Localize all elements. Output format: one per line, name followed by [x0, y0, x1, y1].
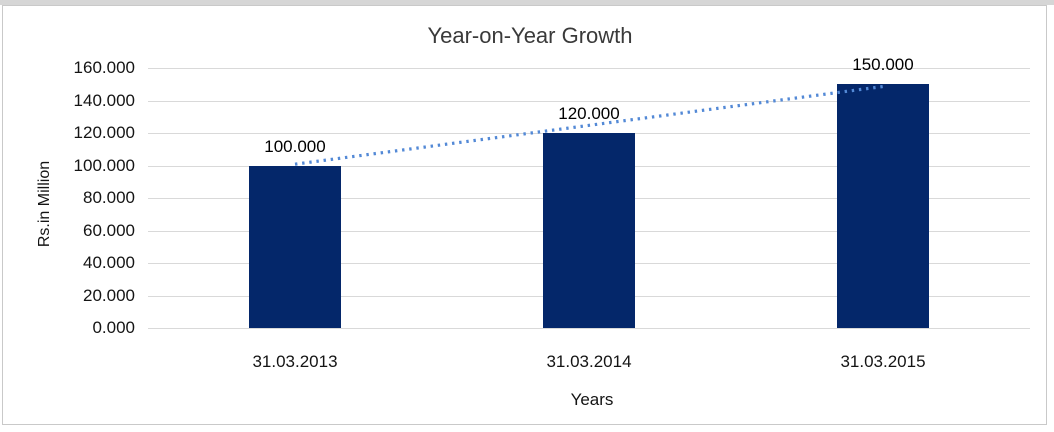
gridline	[148, 100, 1030, 102]
y-axis-tick-label: 100.000	[73, 155, 135, 175]
trendline-layer	[294, 84, 884, 166]
bar-value-label: 120.000	[558, 104, 620, 123]
y-axis-tick-label: 120.000	[73, 123, 135, 142]
bar-31.03.2013	[249, 165, 341, 328]
chart-frame: Year-on-Year Growth Rs.in Million Years …	[2, 5, 1047, 425]
y-axis-tick-label: 60.000	[83, 220, 135, 240]
bar-value-label: 100.000	[264, 136, 326, 156]
x-axis-category-label: 31.03.2015	[840, 352, 926, 371]
bar-value-label: 150.000	[852, 55, 914, 75]
chart-title: Year-on-Year Growth	[427, 23, 633, 48]
x-axis-category-label: 31.03.2013	[252, 352, 338, 371]
y-axis-tick-label: 0.000	[92, 318, 135, 337]
x-axis-category-label: 31.03.2014	[546, 352, 632, 371]
trendline	[294, 84, 884, 166]
y-axis-tick-label: 20.000	[83, 285, 135, 305]
page-background-strip	[0, 0, 1054, 5]
x-axis-title: Years	[570, 390, 614, 409]
y-axis-tick-label: 160.000	[73, 58, 135, 77]
bar-31.03.2015	[837, 84, 929, 328]
y-axis-tick-label: 140.000	[73, 90, 135, 110]
gridline	[148, 328, 1030, 329]
y-axis-tick-label: 40.000	[83, 253, 135, 272]
y-axis-tick-label: 80.000	[83, 188, 135, 207]
bar-31.03.2014	[543, 133, 635, 328]
gridline	[148, 68, 1030, 69]
